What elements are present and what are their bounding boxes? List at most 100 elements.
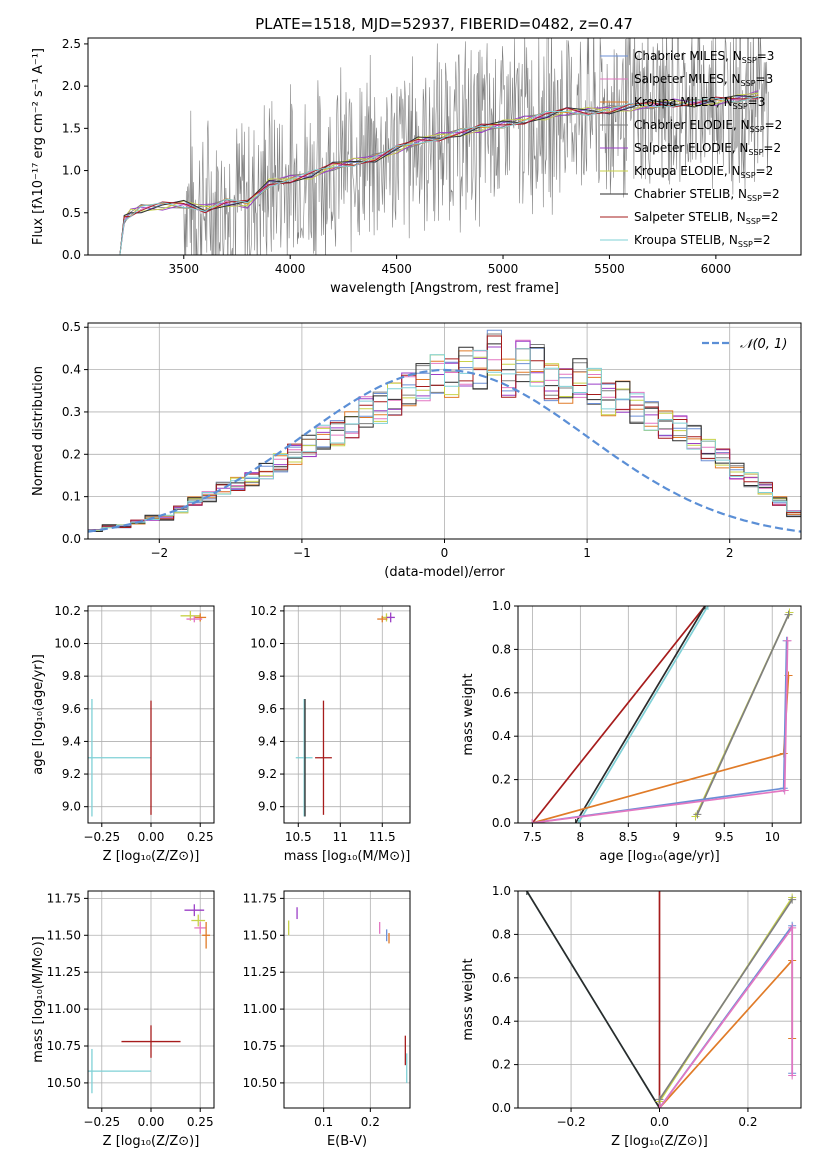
legend-subscript: SSP [748,148,763,157]
series-marker [788,923,797,932]
axes-frame [87,37,802,256]
x-tick-label: 0.00 [138,830,165,844]
axes-frame [283,890,411,1109]
legend-value: =2 [756,164,774,178]
series-line-chabrier_elodie [658,899,793,1100]
legend-subscript: SSP [733,102,748,111]
model-line-salpeter_stelib [119,96,759,255]
y-tick-label: 10.50 [243,1076,277,1090]
plot-area-weight_vs_Z [522,891,797,1108]
legend-entry: Chabrier STELIB, NSSP=2 [634,187,780,203]
y-tick-label: 9.0 [258,800,277,814]
y-tick-label: 11.50 [47,928,81,942]
series-marker [571,819,580,823]
x-axis-label: wavelength [Angstrom, rest frame] [330,281,559,296]
axes-frame [517,605,802,824]
x-tick-label: 10.5 [285,830,312,844]
y-tick-label: 1.0 [492,599,511,613]
series-marker [701,606,710,610]
series-marker [785,608,794,617]
y-tick-label: 11.00 [243,1002,277,1016]
x-tick-label: 8 [577,830,585,844]
legend-entry: Chabrier ELODIE, NSSP=2 [634,118,782,134]
x-tick-label: 9.5 [715,830,734,844]
plot-area-weight_vs_age [528,606,794,823]
series-marker [788,1071,797,1080]
y-tick-label: 2.0 [62,79,81,93]
series-marker [703,606,712,610]
series-marker [780,786,789,795]
y-tick-label: 9.2 [62,767,81,781]
legend: Chabrier MILES, NSSP=3 Salpeter MILES, NS… [600,49,782,249]
y-tick-label: 9.8 [258,669,277,683]
y-tick-label: 9.4 [62,734,81,748]
panel-weight_vs_age: 7.5 8 8.5 9 9.5 10 0.0 0.2 0.4 0.6 0.8 1.0 age [log₁… [461,599,802,864]
y-tick-label: 0.2 [62,447,81,461]
series-marker [574,819,583,823]
x-axis-label: mass [log₁₀(M/M⊙)] [284,849,411,864]
y-axis-label: Normed distribution [31,366,46,496]
x-tick-label: 0.2 [738,1115,757,1129]
x-axis-label: E(B-V) [327,1134,367,1149]
series-marker [693,810,702,819]
y-tick-label: 10.0 [250,637,277,651]
legend-subscript: SSP [750,125,765,134]
legend-value: =2 [762,187,780,201]
x-tick-label: 9 [672,830,680,844]
y-axis-label: mass weight [461,958,476,1040]
x-tick-label: 10 [765,830,780,844]
data-spectrum-line [183,38,769,255]
y-tick-label: 10.2 [250,604,277,618]
axes-frame [283,605,411,824]
x-tick-label: −0.2 [556,1115,585,1129]
legend: 𝒩(0, 1) [702,337,787,352]
y-tick-label: 0.6 [492,971,511,985]
model-line-chabrier_elodie [119,90,759,255]
series-marker [655,1104,664,1108]
x-tick-label: −2 [150,546,168,560]
y-tick-label: 10.75 [243,1039,277,1053]
legend-value: =2 [753,233,771,247]
y-tick-label: 10.0 [54,637,81,651]
y-tick-label: 11.25 [243,965,277,979]
x-tick-label: −1 [293,546,311,560]
x-tick-label: 7.5 [523,830,542,844]
y-tick-label: 9.4 [258,734,277,748]
plot-area-age_vs_Z [88,610,207,817]
x-tick-label: 0.2 [361,1115,380,1129]
series-line-salpeter_miles [532,640,789,823]
y-tick-label: 9.2 [258,767,277,781]
y-tick-label: 10.2 [54,604,81,618]
series-marker [788,895,797,904]
plot-area-mass_vs_ebv [288,907,408,1083]
y-tick-label: 0.5 [62,320,81,334]
plot-area-residuals [88,329,801,533]
legend-subscript: SSP [741,171,756,180]
series-marker [522,891,531,895]
legend-entry: Salpeter ELODIE, NSSP=2 [634,141,781,157]
plot-area-mass_vs_Z [88,904,211,1094]
y-tick-label: 0.4 [62,363,81,377]
y-tick-label: 0.0 [62,532,81,546]
model-line-kroupa_elodie [119,92,759,255]
series-marker [784,610,793,619]
series-marker [528,819,537,823]
y-tick-label: 11.00 [47,1002,81,1016]
y-tick-label: 11.75 [243,891,277,905]
legend-subscript: SSP [747,194,762,203]
figure-title: PLATE=1518, MJD=52937, FIBERID=0482, z=0… [255,15,633,33]
plot-area-spectrum [119,38,769,255]
x-tick-label: 3500 [169,262,200,276]
legend-entry: 𝒩(0, 1) [740,337,787,352]
y-tick-label: 9.0 [62,800,81,814]
y-axis-label: age [log₁₀(age/yr)] [31,654,46,775]
x-tick-label: 11 [333,830,348,844]
x-tick-label: 0.25 [187,830,214,844]
y-tick-label: 0.4 [492,729,511,743]
legend-value: =2 [765,118,783,132]
series-line-kroupa_miles [658,958,794,1108]
legend-value: =3 [748,95,766,109]
panels: Chabrier MILES, NSSP=3 Salpeter MILES, NS… [31,37,802,1149]
x-axis-label: (data-model)/error [384,565,505,580]
x-tick-label: 1 [583,546,591,560]
